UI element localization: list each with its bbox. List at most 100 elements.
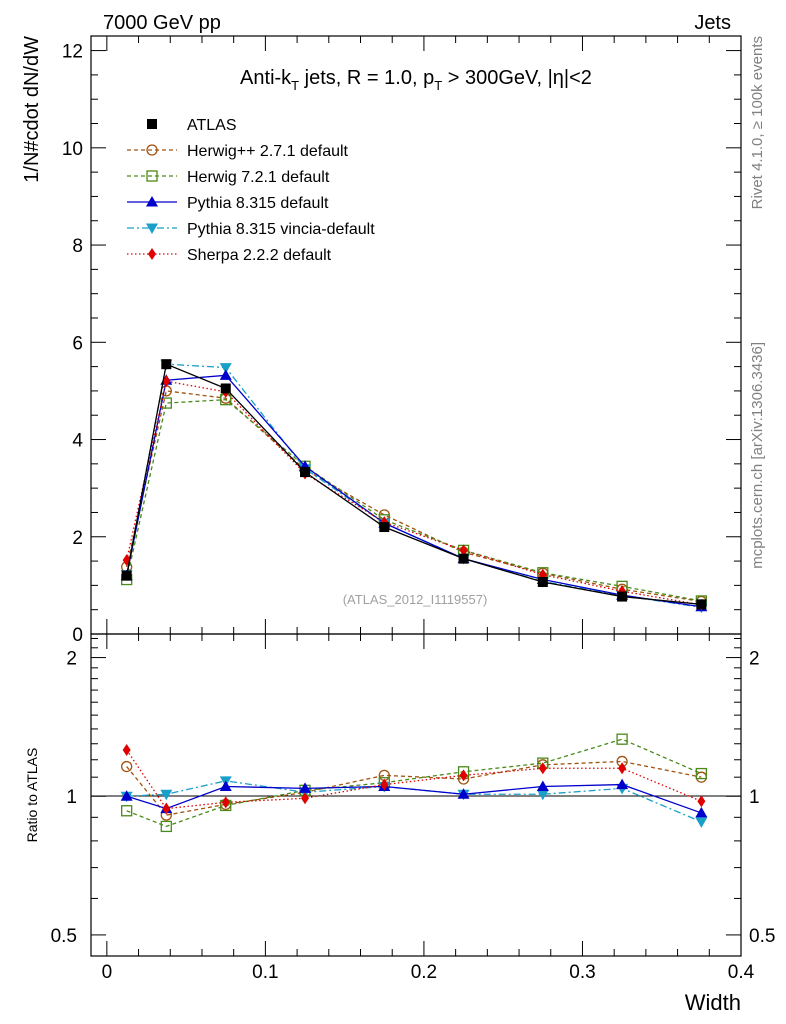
side-text-bottom: mcplots.cern.ch [arXiv:1306.3436]	[749, 342, 766, 569]
ratio-point-sherpa	[380, 778, 389, 791]
main-point-atlas	[458, 553, 469, 564]
main-point-atlas	[121, 570, 132, 581]
legend-marker-herwigpp	[146, 144, 158, 156]
ratio-panel: 0.5 0.5 1 1 2 2 0 0.1 0.2 0.3 0.4	[51, 633, 775, 983]
main-y-tick-label: 4	[72, 431, 83, 452]
main-point-atlas	[220, 383, 231, 394]
main-y-axis-label: 1/N#cdot dN/dW	[21, 36, 43, 183]
ratio-point-sherpa	[538, 762, 547, 775]
main-y-ticks: 0 2 4 6 8 10 12	[62, 42, 741, 646]
legend-label-vincia: Pythia 8.315 vincia-default	[187, 221, 375, 238]
legend-marker-pythia	[146, 196, 158, 207]
x-axis-label: Width	[685, 990, 741, 1015]
legend-label-herwigpp: Herwig++ 2.7.1 default	[187, 143, 349, 160]
legend-item-herwigpp: Herwig++ 2.7.1 default	[127, 143, 349, 160]
main-y-tick-label: 12	[62, 42, 83, 63]
header-right: Jets	[694, 12, 731, 34]
title-mid: jets, R = 1.0, p	[299, 67, 434, 89]
main-y-tick-label: 6	[72, 333, 83, 354]
legend-marker-vincia	[146, 223, 158, 234]
main-y-tick-label: 2	[72, 528, 83, 549]
ratio-point-sherpa	[301, 792, 310, 805]
ratio-y-ticks: 0.5 0.5 1 1 2 2	[51, 637, 775, 947]
main-point-atlas	[161, 359, 172, 370]
main-y-tick-label: 0	[72, 625, 83, 646]
main-point-atlas	[379, 522, 390, 533]
legend-marker-herwig7	[146, 170, 158, 182]
ratio-frame	[90, 633, 742, 957]
ratio-point-pythia	[536, 780, 549, 791]
main-point-sherpa	[459, 544, 468, 557]
legend-label-atlas: ATLAS	[187, 117, 237, 134]
main-series-sherpa	[122, 375, 706, 611]
ratio-point-sherpa	[697, 795, 706, 808]
title-sub-t2: T	[434, 78, 442, 93]
chart-title: Anti-kT jets, R = 1.0, pT > 300GeV, |η|<…	[240, 67, 592, 93]
x-tick-label: 0.3	[569, 962, 595, 983]
main-series-herwig7	[121, 394, 708, 607]
main-point-atlas	[617, 591, 628, 602]
main-y-tick-label: 8	[72, 236, 83, 257]
main-line-pythia	[126, 374, 702, 608]
ratio-y-tick-label: 0.5	[51, 926, 77, 947]
legend-item-atlas: ATLAS	[147, 117, 237, 134]
title-prefix: Anti-k	[240, 67, 292, 89]
legend-marker-atlas	[147, 119, 157, 129]
ratio-line-herwigpp	[126, 760, 702, 816]
ratio-point-pythia	[457, 788, 470, 799]
side-text-top: Rivet 4.1.0, ≥ 100k events	[749, 36, 766, 209]
ratio-point-herwig7	[695, 767, 708, 780]
ratio-point-sherpa	[618, 762, 627, 775]
ratio-line-herwig7	[126, 738, 702, 828]
legend-marker-sherpa	[148, 248, 156, 260]
x-tick-label: 0.4	[728, 962, 755, 983]
ratio-y-axis-label: Ratio to ATLAS	[24, 748, 40, 843]
ratio-point-herwig7	[121, 805, 133, 817]
ratio-y-tick-label: 1	[66, 787, 77, 808]
main-line-herwig7	[126, 398, 702, 602]
ratio-point-pythia	[695, 806, 708, 818]
ratio-point-sherpa	[162, 802, 171, 815]
x-tick-label: 0	[102, 962, 113, 983]
ratio-point-vincia	[536, 789, 549, 801]
ratio-y-tick-label-right: 1	[749, 787, 760, 808]
legend-item-sherpa: Sherpa 2.2.2 default	[127, 247, 332, 264]
legend-label-sherpa: Sherpa 2.2.2 default	[187, 247, 332, 264]
ratio-point-herwig7	[160, 820, 172, 833]
watermark: (ATLAS_2012_I1119557)	[343, 592, 488, 607]
legend-item-pythia: Pythia 8.315 default	[127, 195, 329, 212]
main-series-herwigpp	[121, 385, 708, 608]
ratio-point-vincia	[695, 817, 708, 828]
main-line-sherpa	[126, 380, 702, 606]
ratio-y-tick-label-right: 2	[749, 649, 760, 670]
main-x-ticks	[106, 36, 742, 634]
ratio-series	[120, 733, 708, 833]
main-point-atlas	[537, 576, 548, 587]
x-tick-label: 0.2	[411, 962, 437, 983]
ratio-point-herwig7	[616, 733, 628, 745]
ratio-point-herwigpp	[121, 760, 133, 773]
main-panel: 0 2 4 6 8 10 12	[62, 35, 742, 646]
x-tick-label: 0.1	[252, 962, 278, 983]
legend-item-vincia: Pythia 8.315 vincia-default	[127, 221, 375, 238]
ratio-line-vincia	[126, 780, 702, 823]
legend-item-herwig7: Herwig 7.2.1 default	[127, 169, 330, 186]
main-point-vincia	[219, 363, 232, 374]
main-series-vincia	[120, 359, 708, 614]
title-suffix: > 300GeV, |η|<2	[442, 67, 592, 89]
main-point-pythia	[219, 369, 232, 380]
ratio-point-pythia	[120, 790, 133, 801]
main-series-atlas	[121, 359, 707, 610]
ratio-series-herwig7	[121, 733, 708, 833]
ratio-x-ticks: 0 0.1 0.2 0.3 0.4	[102, 634, 755, 983]
ratio-y-tick-label-right: 0.5	[749, 926, 775, 947]
ratio-point-sherpa	[459, 769, 468, 782]
ratio-y-tick-label: 2	[66, 649, 77, 670]
main-series-pythia	[120, 369, 708, 612]
main-point-atlas	[696, 599, 707, 610]
ratio-point-sherpa	[122, 744, 131, 757]
main-point-atlas	[300, 467, 311, 478]
legend: ATLAS Herwig++ 2.7.1 default Herwig 7.2.1 …	[127, 117, 375, 264]
header-left: 7000 GeV pp	[103, 12, 221, 34]
